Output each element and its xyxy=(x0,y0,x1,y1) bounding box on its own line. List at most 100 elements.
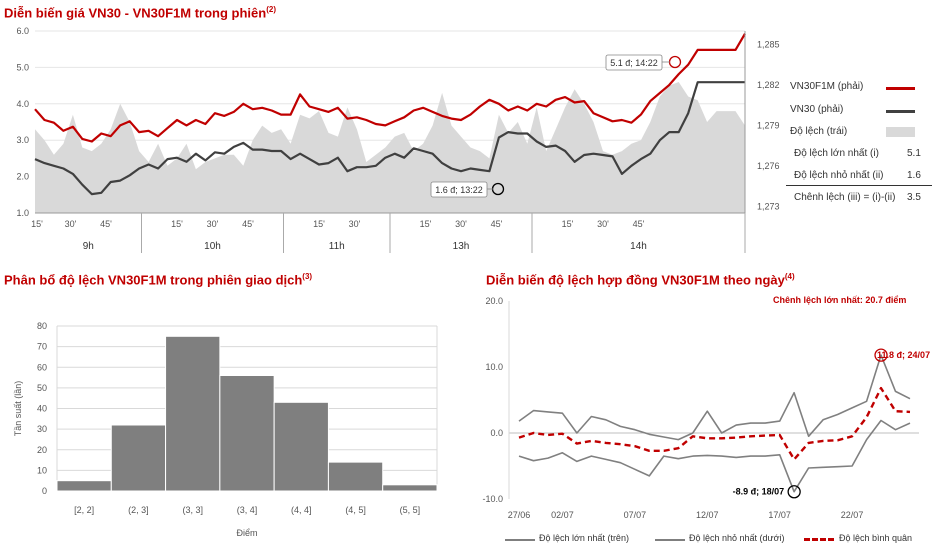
x-tick-label: 07/07 xyxy=(624,510,647,520)
daily-max-note: Chênh lệch lớn nhất: 20.7 điểm xyxy=(773,295,907,305)
x-minute-tick-label: 30' xyxy=(455,219,467,229)
avg-spread-line xyxy=(518,386,911,461)
min-spread-callout-text: 1.6 đ; 13:22 xyxy=(435,185,483,195)
x-minute-tick-label: 15' xyxy=(31,219,43,229)
legend-item-min: Độ lệch nhỏ nhất (dưới) xyxy=(689,533,785,543)
legend-swatch-spread xyxy=(886,127,915,137)
x-tick-label: (2, 3] xyxy=(128,505,149,515)
x-hour-label: 14h xyxy=(630,241,647,252)
stats-divider xyxy=(786,185,932,186)
y-right-tick-label: 1,273 xyxy=(757,201,780,211)
y-axis-title: Tần suất (lần) xyxy=(13,381,23,437)
y-right-tick-label: 1,285 xyxy=(757,39,780,49)
x-minute-tick-label: 30' xyxy=(597,219,609,229)
stat-range-value: 3.5 xyxy=(907,192,921,203)
x-minute-tick-label: 45' xyxy=(242,219,254,229)
daily-chart-title: Diễn biến độ lệch hợp đồng VN30F1M theo … xyxy=(486,272,795,288)
y-right-tick-label: 1,276 xyxy=(757,161,780,171)
x-tick-label: (4, 5] xyxy=(345,505,366,515)
x-tick-label: 22/07 xyxy=(841,510,864,520)
histogram-bar xyxy=(219,375,275,492)
x-hour-label: 11h xyxy=(329,241,345,252)
vn30-line xyxy=(34,81,745,196)
legend-item-vn30f1m: VN30F1M (phải) xyxy=(790,81,864,92)
x-minute-tick-label: 15' xyxy=(313,219,325,229)
histogram-bar xyxy=(382,484,438,492)
x-tick-label: (5, 5] xyxy=(400,505,421,515)
stat-range-label: Chênh lệch (iii) = (i)-(ii) xyxy=(794,192,896,203)
histogram-bar xyxy=(327,461,384,492)
spread-area xyxy=(35,82,745,213)
y-tick-label: 10.0 xyxy=(485,362,503,372)
vn30f1m-line xyxy=(34,33,746,143)
y-left-tick-label: 6.0 xyxy=(16,26,29,36)
y-tick-label: 70 xyxy=(37,342,47,352)
stat-min-label: Độ lệch nhỏ nhất (ii) xyxy=(794,170,884,181)
legend-item-spread: Độ lệch (trái) xyxy=(790,126,848,137)
x-axis-title: Điểm xyxy=(236,528,257,538)
x-minute-tick-label: 15' xyxy=(562,219,574,229)
min-spread-callout-box xyxy=(430,181,488,198)
x-hour-label: 10h xyxy=(204,241,221,252)
intraday-chart: 6.0 5.0 4.0 3.0 2.0 1.0 1,285 1,282 1,279 1,276 1,… xyxy=(16,26,780,253)
y-tick-label: 20.0 xyxy=(485,296,503,306)
x-minute-tick-label: 30' xyxy=(65,219,77,229)
legend-swatch-avg xyxy=(804,538,834,541)
x-minute-tick-label: 15' xyxy=(420,219,432,229)
y-tick-label: 60 xyxy=(37,362,47,372)
y-tick-label: 10 xyxy=(37,465,47,475)
x-tick-label: 12/07 xyxy=(696,510,719,520)
x-tick-label: 02/07 xyxy=(551,510,574,520)
stat-max-value: 5.1 xyxy=(907,148,921,159)
stat-max-label: Độ lệch lớn nhất (i) xyxy=(794,148,879,159)
x-tick-label: 17/07 xyxy=(768,510,791,520)
max-spread-line xyxy=(518,354,911,441)
y-right-tick-label: 1,279 xyxy=(757,120,780,130)
x-minute-tick-label: 45' xyxy=(100,219,112,229)
min-spread-line xyxy=(518,419,911,493)
legend-item-max: Độ lệch lớn nhất (trên) xyxy=(539,533,629,543)
y-right-tick-label: 1,282 xyxy=(757,80,780,90)
x-hour-label: 9h xyxy=(83,241,94,252)
y-tick-label: 30 xyxy=(37,424,47,434)
min-day-marker xyxy=(787,485,801,499)
y-tick-label: 0 xyxy=(42,486,47,496)
y-tick-label: 80 xyxy=(37,321,47,331)
y-tick-label: 20 xyxy=(37,445,47,455)
intraday-chart-title: Diễn biến giá VN30 - VN30F1M trong phiên… xyxy=(4,5,276,21)
y-left-tick-label: 5.0 xyxy=(16,62,29,72)
y-left-tick-label: 2.0 xyxy=(16,172,29,182)
max-day-marker xyxy=(874,348,888,362)
min-day-callout-text: -8.9 đ; 18/07 xyxy=(733,487,785,497)
legend-swatch-max xyxy=(505,539,535,541)
x-tick-label: [2, 2] xyxy=(74,505,94,515)
histogram-bar xyxy=(110,424,167,492)
legend-swatch-min xyxy=(655,539,685,541)
x-tick-label: (3, 3] xyxy=(182,505,203,515)
y-tick-label: 50 xyxy=(37,383,47,393)
x-tick-label: (4, 4] xyxy=(291,505,312,515)
x-minute-tick-label: 15' xyxy=(171,219,183,229)
max-spread-callout-box xyxy=(605,54,663,71)
x-hour-label: 13h xyxy=(453,241,470,252)
x-tick-label: 27/06 xyxy=(508,510,531,520)
max-day-callout-text: 11.8 đ; 24/07 xyxy=(877,350,930,360)
y-tick-label: -10.0 xyxy=(482,494,503,504)
y-tick-label: 40 xyxy=(37,404,47,414)
legend-item-vn30: VN30 (phải) xyxy=(790,104,844,115)
y-tick-label: 0.0 xyxy=(490,428,503,438)
histogram-chart-title: Phân bổ độ lệch VN30F1M trong phiên giao… xyxy=(4,272,313,288)
x-minute-tick-label: 30' xyxy=(207,219,219,229)
histogram-bar xyxy=(273,401,329,492)
legend-item-avg: Độ lệch bình quân xyxy=(839,533,913,543)
y-left-tick-label: 4.0 xyxy=(16,99,29,109)
legend-swatch-vn30 xyxy=(886,110,915,113)
max-spread-callout-text: 5.1 đ; 14:22 xyxy=(610,58,658,68)
x-minute-tick-label: 45' xyxy=(491,219,503,229)
legend-swatch-vn30f1m xyxy=(886,87,915,90)
x-tick-label: (3, 4] xyxy=(237,505,258,515)
x-minute-tick-label: 45' xyxy=(633,219,645,229)
stat-min-value: 1.6 xyxy=(907,170,921,181)
